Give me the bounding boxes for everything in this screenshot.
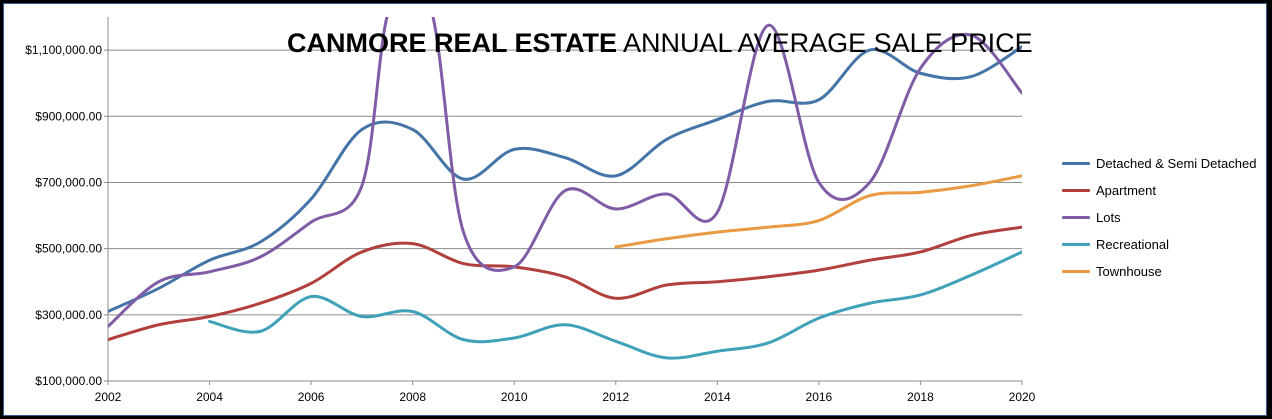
- x-tick-label-7: 2016: [806, 390, 833, 404]
- x-tick-label-1: 2004: [196, 390, 223, 404]
- legend-item-apartment: Apartment: [1062, 177, 1256, 204]
- y-tick-label-0: $100,000.00: [35, 374, 102, 388]
- chart-legend: Detached & Semi Detached Apartment Lots Rec…: [1062, 150, 1256, 285]
- y-tick-labels: $100,000.00 $300,000.00 $500,000.00 $700,00…: [25, 43, 102, 388]
- axes: [104, 17, 1023, 385]
- legend-label: Recreational: [1096, 237, 1169, 252]
- legend-swatch: [1062, 189, 1090, 192]
- x-tick-label-3: 2008: [399, 390, 426, 404]
- chart-panel: 2002 2004 2006 2008 2010 2012 2014 2016 2018 2020…: [3, 3, 1267, 416]
- y-tick-label-3: $700,000.00: [35, 175, 102, 189]
- legend-label: Townhouse: [1096, 264, 1162, 279]
- series-line-apartment: [108, 225, 1022, 342]
- legend-item-detached-semi-detached: Detached & Semi Detached: [1062, 150, 1256, 177]
- legend-swatch: [1062, 243, 1090, 246]
- series-line-detached-semi-detached: [108, 45, 1022, 314]
- x-tick-label-4: 2010: [501, 390, 528, 404]
- x-tick-label-6: 2014: [704, 390, 731, 404]
- y-tick-label-1: $300,000.00: [35, 308, 102, 322]
- chart-title-bold: CANMORE REAL ESTATE: [287, 28, 618, 58]
- legend-swatch: [1062, 162, 1090, 165]
- x-tick-label-8: 2018: [907, 390, 934, 404]
- x-tick-labels: 2002 2004 2006 2008 2010 2012 2014 2016 2018 2020: [95, 390, 1036, 404]
- chart-title-rest: ANNUAL AVERAGE SALE PRICE: [623, 28, 1033, 58]
- series-line-recreational: [208, 250, 1022, 360]
- y-tick-label-4: $900,000.00: [35, 109, 102, 123]
- legend-item-recreational: Recreational: [1062, 231, 1256, 258]
- chart-title: CANMORE REAL ESTATE ANNUAL AVERAGE SALE …: [287, 28, 1033, 59]
- legend-item-lots: Lots: [1062, 204, 1256, 231]
- legend-label: Detached & Semi Detached: [1096, 156, 1257, 171]
- legend-label: Apartment: [1096, 183, 1156, 198]
- legend-label: Lots: [1096, 210, 1121, 225]
- y-tick-label-2: $500,000.00: [35, 242, 102, 256]
- legend-swatch: [1062, 216, 1090, 219]
- y-tick-label-5: $1,100,000.00: [25, 43, 102, 57]
- x-tick-label-9: 2020: [1009, 390, 1036, 404]
- legend-item-townhouse: Townhouse: [1062, 258, 1256, 285]
- series-line-townhouse: [614, 174, 1022, 249]
- line-chart: 2002 2004 2006 2008 2010 2012 2014 2016 2018 2020…: [25, 17, 1036, 404]
- x-tick-label-0: 2002: [95, 390, 122, 404]
- x-tick-label-2: 2006: [298, 390, 325, 404]
- series-line-lots: [108, 17, 1022, 328]
- x-tick-label-5: 2012: [602, 390, 629, 404]
- series-lines: [108, 17, 1022, 360]
- legend-swatch: [1062, 270, 1090, 273]
